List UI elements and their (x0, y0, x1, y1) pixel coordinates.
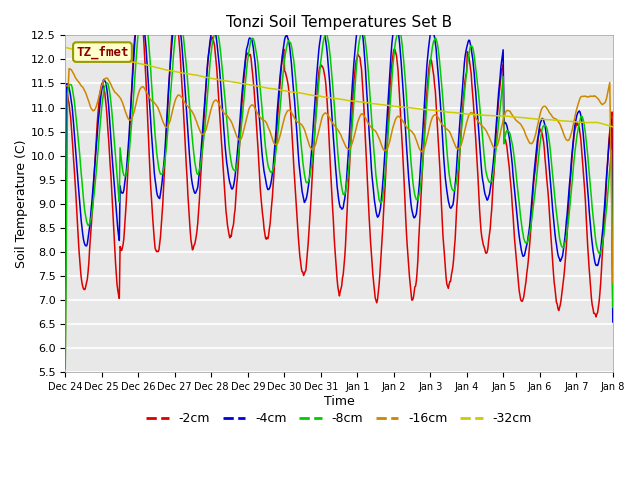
X-axis label: Time: Time (324, 395, 355, 408)
Title: Tonzi Soil Temperatures Set B: Tonzi Soil Temperatures Set B (226, 15, 452, 30)
Legend: -2cm, -4cm, -8cm, -16cm, -32cm: -2cm, -4cm, -8cm, -16cm, -32cm (141, 407, 537, 430)
Text: TZ_fmet: TZ_fmet (76, 46, 129, 59)
Y-axis label: Soil Temperature (C): Soil Temperature (C) (15, 140, 28, 268)
